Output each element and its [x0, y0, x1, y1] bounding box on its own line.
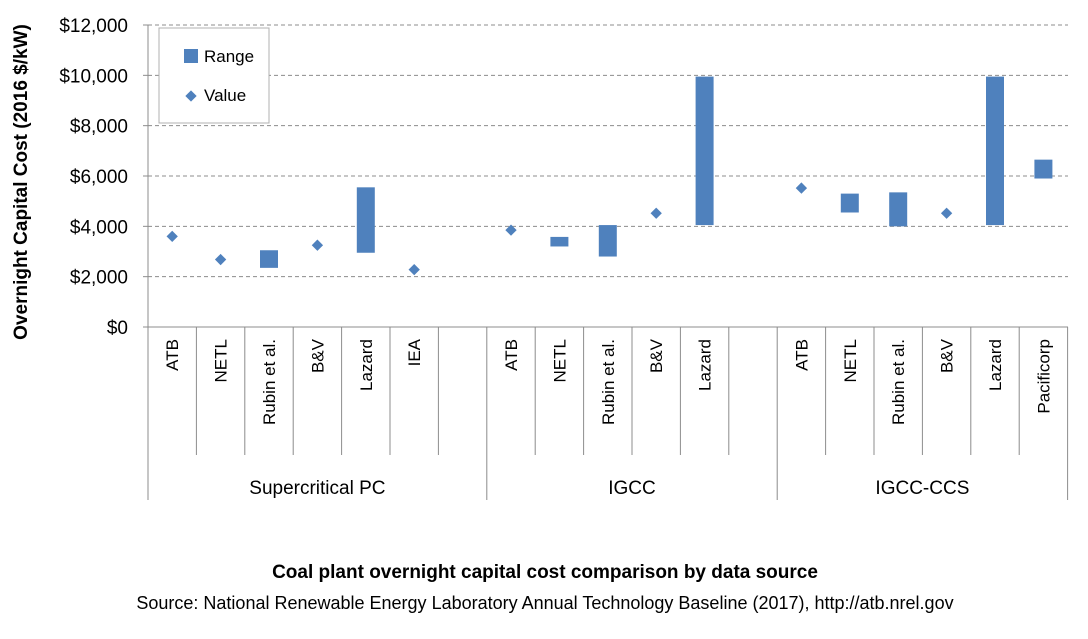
range-bar	[889, 192, 908, 227]
y-axis-title: Overnight Capital Cost (2016 $/kW)	[11, 24, 32, 340]
x-tick-label: B&V	[647, 338, 666, 373]
value-point	[795, 182, 808, 194]
x-tick-label: Lazard	[357, 339, 376, 391]
x-tick-label: IEA	[405, 338, 424, 366]
chart-source: Source: National Renewable Energy Labora…	[136, 593, 953, 613]
x-tick-labels: ATB NETL Rubin et al. B&V Lazard IEA ATB NETL Ru…	[163, 338, 1053, 425]
range-bars	[260, 76, 1053, 268]
x-tick-label: B&V	[308, 338, 327, 373]
y-tick-label: $4,000	[70, 217, 128, 238]
group-label: IGCC	[608, 478, 656, 499]
y-tick-label: $8,000	[70, 117, 128, 138]
group-label: IGCC-CCS	[875, 478, 969, 499]
chart-title: Coal plant overnight capital cost compar…	[272, 562, 818, 583]
x-tick-label: Rubin et al.	[889, 339, 908, 425]
y-tick-label: $12,000	[59, 16, 128, 37]
value-point	[311, 239, 324, 251]
x-tick-label: Rubin et al.	[599, 339, 618, 425]
value-point	[166, 230, 178, 243]
x-tick-label: ATB	[163, 339, 182, 371]
x-tick-label: Rubin et al.	[260, 339, 279, 425]
range-bar	[1034, 159, 1053, 179]
value-point	[650, 207, 662, 219]
legend: Range Value	[158, 27, 270, 124]
y-tick-label: $0	[107, 318, 128, 339]
value-point	[408, 263, 420, 276]
x-tick-label: NETL	[550, 339, 569, 382]
value-points	[166, 182, 953, 276]
legend-value-label: Value	[204, 86, 246, 105]
x-tick-label: Pacificorp	[1034, 339, 1053, 414]
value-point	[214, 253, 227, 266]
x-tick-label: NETL	[841, 339, 860, 382]
x-tick-label: Lazard	[696, 339, 715, 391]
x-tick-label: B&V	[938, 338, 957, 373]
range-bar	[695, 76, 714, 226]
y-tick-labels: $0 $2,000 $4,000 $6,000 $8,000 $10,000 $12,000	[59, 16, 128, 339]
x-tick-label: ATB	[502, 339, 521, 371]
group-labels: Supercritical PC IGCC IGCC-CCS	[249, 478, 969, 499]
legend-box	[158, 27, 270, 124]
gridlines	[148, 24, 1068, 278]
group-label: Supercritical PC	[249, 478, 385, 499]
range-bar	[550, 236, 569, 247]
value-point	[505, 224, 517, 236]
range-bar	[598, 225, 617, 257]
range-bar	[260, 250, 278, 268]
range-bar	[356, 187, 375, 253]
y-tick-label: $2,000	[70, 268, 128, 289]
range-bar	[840, 193, 859, 213]
axes	[143, 24, 1069, 500]
x-tick-label: NETL	[212, 339, 231, 382]
legend-range-swatch	[184, 49, 198, 63]
range-bar	[986, 76, 1004, 226]
y-tick-label: $10,000	[59, 66, 128, 87]
x-tick-label: ATB	[792, 339, 811, 371]
y-tick-label: $6,000	[70, 167, 128, 188]
legend-range-label: Range	[204, 47, 254, 66]
value-point	[940, 207, 953, 219]
x-tick-label: Lazard	[986, 339, 1005, 391]
